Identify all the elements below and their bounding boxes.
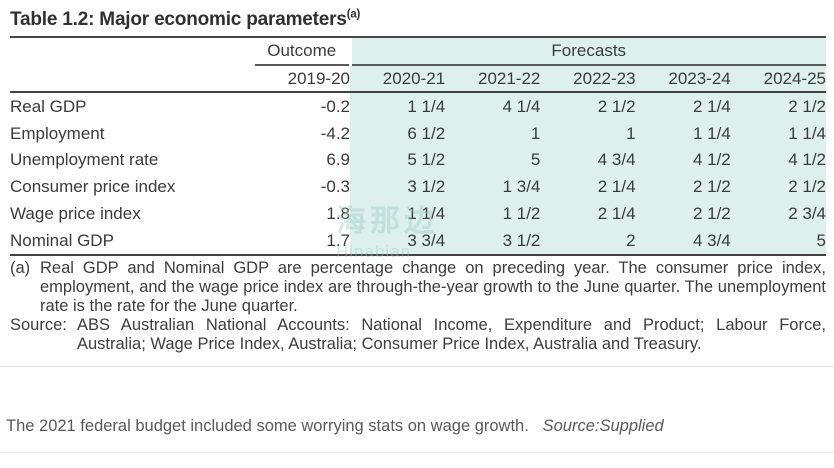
cell-value: 1 3/4 xyxy=(445,173,541,201)
cell-value: 1.8 xyxy=(326,203,350,223)
cell-value: 4 1/2 xyxy=(635,146,731,174)
image-caption: The 2021 federal budget included some wo… xyxy=(6,417,826,436)
economic-parameters-table: Outcome Forecasts 2019-20 2020-21 2021-2… xyxy=(10,38,826,257)
year-header-row: 2019-20 2020-21 2021-22 2022-23 2023-24 … xyxy=(10,65,826,94)
footnote-text: Real GDP and Nominal GDP are percentage … xyxy=(40,259,826,316)
cell-value: -0.3 xyxy=(320,177,350,197)
row-label: Real GDP xyxy=(10,96,87,116)
cell-value: 2 xyxy=(540,227,636,256)
table-row: Consumer price index -0.3 3 1/2 1 3/4 2 … xyxy=(10,173,826,201)
footnote-a: (a) Real GDP and Nominal GDP are percent… xyxy=(10,259,826,316)
cell-value: 3 1/2 xyxy=(445,227,541,256)
table-title-footnote-marker: (a) xyxy=(346,9,361,21)
source-note: Source: ABS Australian National Accounts… xyxy=(10,316,826,354)
cell-value: 5 1/2 xyxy=(350,146,446,174)
cell-value: 2 1/2 xyxy=(635,200,731,228)
group-header-row: Outcome Forecasts xyxy=(10,38,826,67)
row-label: Nominal GDP xyxy=(10,230,114,250)
cell-value: 1 1/4 xyxy=(350,200,446,228)
divider-line xyxy=(0,366,834,368)
cell-value: 2 1/2 xyxy=(730,173,826,201)
cell-value: 1 1/4 xyxy=(635,120,731,147)
source-label: Source: xyxy=(10,316,67,335)
cell-value: 2 1/2 xyxy=(635,173,731,201)
table-row: Real GDP -0.2 1 1/4 4 1/4 2 1/2 2 1/4 2 … xyxy=(10,92,826,121)
corner-cell xyxy=(10,65,255,94)
cell-value: 4 3/4 xyxy=(635,227,731,256)
caption-text: The 2021 federal budget included some wo… xyxy=(6,417,529,436)
forecasts-group-header: Forecasts xyxy=(348,38,826,67)
column-header-2023-24: 2023-24 xyxy=(635,65,731,94)
cell-value: 4 1/2 xyxy=(730,146,826,174)
cell-value: 1 1/4 xyxy=(730,120,826,147)
column-header-2022-23: 2022-23 xyxy=(540,65,636,94)
column-header-2019-20: 2019-20 xyxy=(255,65,350,94)
cell-value: 2 1/2 xyxy=(730,92,826,121)
cell-value: 2 1/4 xyxy=(635,92,731,121)
cell-value: 3 3/4 xyxy=(350,227,446,256)
cell-value: 2 3/4 xyxy=(730,200,826,228)
cell-value: 5 xyxy=(730,227,826,256)
table-title: Table 1.2: Major economic parameters(a) xyxy=(10,9,360,30)
cell-value: 6.9 xyxy=(326,150,350,170)
cell-value: 6 1/2 xyxy=(350,120,446,147)
table-row: Unemployment rate 6.9 5 1/2 5 4 3/4 4 1/… xyxy=(10,146,826,174)
cell-value: -4.2 xyxy=(320,123,350,143)
table-title-text: Table 1.2: Major economic parameters xyxy=(10,9,347,31)
cell-value: 1 xyxy=(445,120,541,147)
column-header-2020-21: 2020-21 xyxy=(350,65,446,94)
outcome-group-header: Outcome xyxy=(255,38,350,67)
table-footnotes: (a) Real GDP and Nominal GDP are percent… xyxy=(10,259,826,354)
table-row: Wage price index 1.8 1 1/4 1 1/2 2 1/4 2… xyxy=(10,200,826,228)
cell-value: 1 1/2 xyxy=(445,200,541,228)
row-label: Wage price index xyxy=(10,203,141,223)
cell-value: 1.7 xyxy=(326,230,350,250)
row-label: Consumer price index xyxy=(10,177,176,197)
cell-value: 1 xyxy=(540,120,636,147)
corner-cell xyxy=(10,38,255,65)
column-header-2021-22: 2021-22 xyxy=(445,65,541,94)
row-label: Employment xyxy=(10,123,105,143)
cell-value: 3 1/2 xyxy=(350,173,446,201)
footnote-marker: (a) xyxy=(10,259,31,278)
column-header-2024-25: 2024-25 xyxy=(730,65,826,94)
table-row: Nominal GDP 1.7 3 3/4 3 1/2 2 4 3/4 5 xyxy=(10,227,826,256)
cell-value: 2 1/4 xyxy=(540,200,636,228)
table-title-block: Table 1.2: Major economic parameters(a) xyxy=(10,0,826,39)
cell-value: -0.2 xyxy=(320,96,350,116)
cell-value: 4 3/4 xyxy=(540,146,636,174)
table-row: Employment -4.2 6 1/2 1 1 1 1/4 1 1/4 xyxy=(10,120,826,147)
caption-source: Source:Supplied xyxy=(542,417,664,436)
source-text: ABS Australian National Accounts: Nation… xyxy=(77,316,826,354)
cell-value: 5 xyxy=(445,146,541,174)
cell-value: 4 1/4 xyxy=(445,92,541,121)
cell-value: 2 1/2 xyxy=(540,92,636,121)
cell-value: 2 1/4 xyxy=(540,173,636,201)
row-label: Unemployment rate xyxy=(10,150,159,170)
divider-line xyxy=(0,452,834,454)
cell-value: 1 1/4 xyxy=(350,92,446,121)
